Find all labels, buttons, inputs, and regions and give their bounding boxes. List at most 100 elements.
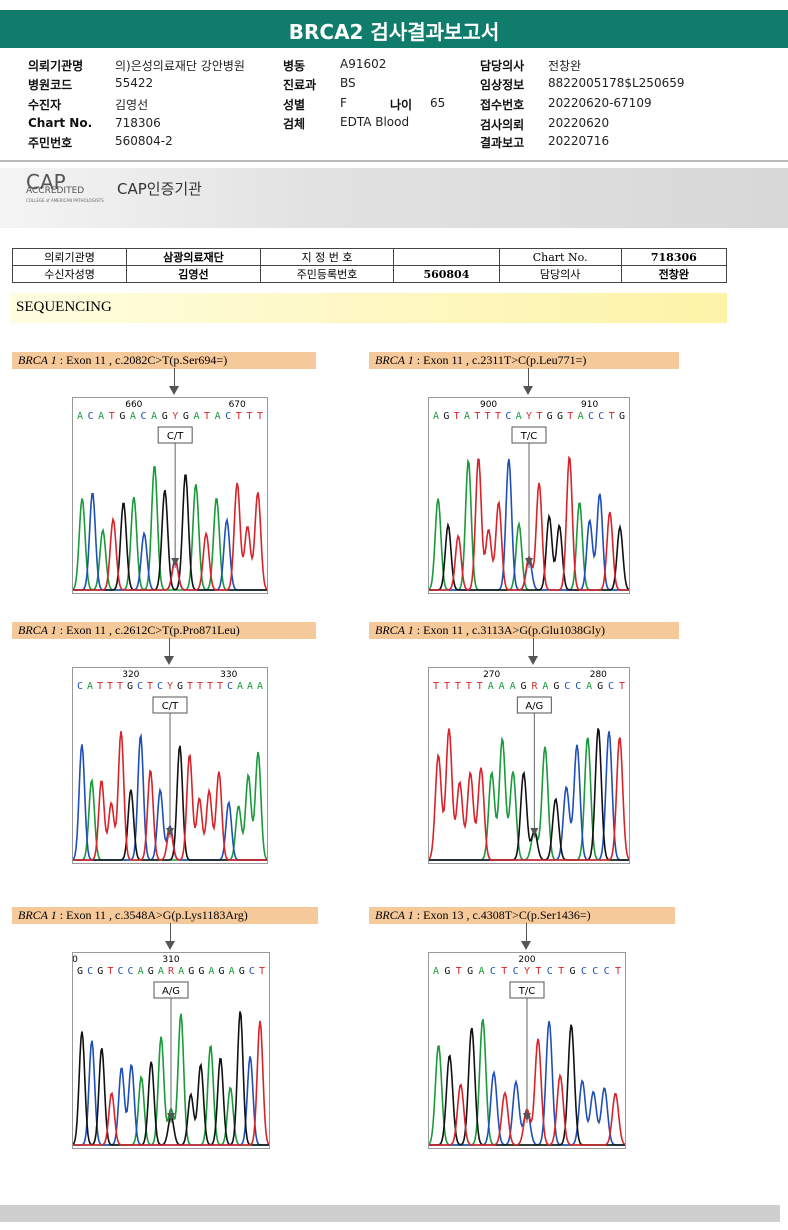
call: C/T [167, 431, 184, 442]
cell: 수신자성명 [11, 265, 128, 283]
info-table: 의뢰기관명 삼광의료재단 지 정 번 호 Chart No. 718306 수신자성명 김… [11, 248, 728, 283]
field-value: 20220620 [548, 116, 610, 130]
field-value: EDTA Blood [340, 115, 410, 129]
trace [73, 482, 267, 591]
arrow-head [525, 558, 533, 566]
field-value: BS [340, 76, 356, 90]
call: C/T [162, 701, 179, 712]
cell: 560804 [393, 265, 500, 283]
section-title: SEQUENCING [16, 299, 112, 315]
title-bar [0, 10, 788, 48]
variant: : Exon 11 , c.2082C>T(p.Ser694=) [59, 353, 228, 367]
position-label: 280 [590, 670, 607, 680]
arrow-head [530, 828, 539, 836]
call: T/C [520, 431, 537, 442]
field-label: 결과보고 [480, 136, 525, 150]
pointer-head [521, 941, 531, 950]
field-value: 김영선 [115, 98, 149, 112]
position-label: 0 [72, 955, 78, 965]
report-title: BRCA2 검사결과보고서 [288, 20, 500, 44]
position-label: 910 [581, 400, 598, 410]
variant: : Exon 11 , c.3113A>G(p.Glu1038Gly) [416, 623, 605, 637]
call: A/G [162, 986, 180, 997]
gene: BRCA 1 [18, 623, 57, 637]
field-label: 임상정보 [480, 78, 525, 92]
field-label: 나이 [390, 98, 413, 112]
call-box [511, 426, 547, 444]
variant: : Exon 13 , c.4308T>C(p.Ser1436=) [416, 908, 591, 922]
cap-college: COLLEGE of AMERICAN PATHOLOGISTS [26, 198, 104, 203]
position-label: 310 [162, 955, 179, 965]
divider [0, 160, 788, 162]
field-value: 718306 [115, 116, 161, 130]
gene: BRCA 1 [375, 353, 414, 367]
field-label: 검사의뢰 [480, 118, 525, 132]
gene: BRCA 1 [18, 908, 57, 922]
field-value: 전창완 [548, 59, 582, 73]
gene: BRCA 1 [375, 908, 414, 922]
pointer-head [169, 386, 180, 395]
variant: : Exon 11 , c.2311T>C(p.Leu771=) [416, 353, 587, 367]
position-label: 660 [125, 400, 142, 410]
table-row: 의뢰기관명 삼광의료재단 지 정 번 호 Chart No. 718306 [11, 248, 728, 266]
trace [429, 728, 629, 861]
field-label: 주민번호 [28, 136, 73, 150]
pointer-line [533, 638, 535, 657]
cell: 담당의사 [498, 265, 622, 283]
gene: BRCA 1 [18, 353, 57, 367]
field-value: 20220716 [548, 134, 610, 148]
field-label: 담당의사 [480, 59, 525, 73]
variant: : Exon 11 , c.3548A>G(p.Lys1183Arg) [59, 908, 248, 922]
cap-title: CAP인증기관 [117, 180, 202, 198]
pointer-head [528, 656, 539, 665]
pointer-line [170, 923, 171, 942]
cell: 지 정 번 호 [259, 248, 395, 266]
cap-logo: CAP [26, 170, 66, 194]
pointer-head [164, 656, 174, 665]
field-value: 20220620-67109 [548, 96, 652, 110]
field-label: 진료과 [283, 78, 317, 92]
variant: : Exon 11 , c.2612C>T(p.Pro871Leu) [59, 623, 240, 637]
position-label: 270 [483, 670, 500, 680]
cell [393, 248, 500, 266]
cell: 718306 [620, 248, 728, 266]
panel-title: BRCA 1 : Exon 11 , c.3548A>G(p.Lys1183Ar… [12, 907, 318, 924]
panel-title: BRCA 1 : Exon 13 , c.4308T>C(p.Ser1436=) [369, 907, 675, 924]
field-label: 병원코드 [28, 78, 73, 92]
position-label: 320 [122, 670, 139, 680]
cell: Chart No. [498, 248, 622, 266]
arrow-head [167, 1113, 175, 1121]
field-label: Chart No. [28, 116, 93, 130]
field-value: 의)은성의료재단 강안병원 [115, 59, 245, 73]
field-label: 의뢰기관명 [28, 59, 84, 73]
field-value: 8822005178$L250659 [548, 76, 685, 90]
panel-title: BRCA 1 : Exon 11 , c.2082C>T(p.Ser694=) [12, 352, 316, 369]
position-label: 330 [220, 670, 237, 680]
gene: BRCA 1 [375, 623, 414, 637]
arrow-head [166, 828, 174, 836]
cell: 김영선 [126, 265, 261, 283]
cell: 삼광의료재단 [126, 248, 261, 266]
pointer-line [174, 368, 176, 387]
position-label: 900 [480, 400, 497, 410]
field-value: 560804-2 [115, 134, 173, 148]
pointer-head [165, 941, 175, 950]
arrow-head [171, 558, 180, 566]
panel-title: BRCA 1 : Exon 11 , c.3113A>G(p.Glu1038Gl… [369, 622, 679, 639]
call-box [157, 426, 193, 444]
field-value: A91602 [340, 57, 387, 71]
position-label: 670 [229, 400, 246, 410]
cell: 전창완 [620, 265, 728, 283]
field-value: 55422 [115, 76, 154, 90]
